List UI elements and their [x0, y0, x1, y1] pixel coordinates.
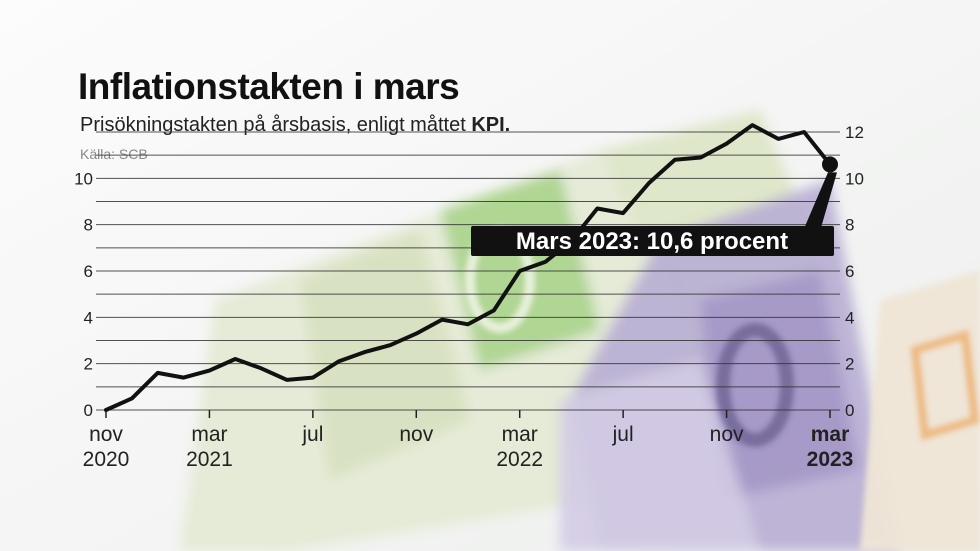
chart-subtitle: Prisökningstakten på årsbasis, enligt må…	[80, 114, 510, 137]
x-tick-month: nov	[89, 423, 123, 446]
y-tick-label-left: 10	[74, 169, 93, 188]
chart-title: Inflationstakten i mars	[78, 66, 460, 107]
y-tick-label-right: 8	[845, 216, 854, 235]
x-tick-month: mar	[811, 423, 850, 446]
annotation-pointer	[800, 172, 837, 238]
x-tick-month: nov	[710, 423, 744, 446]
y-tick-label-left: 2	[84, 355, 93, 374]
x-tick-month: jul	[301, 423, 323, 446]
x-tick-month: mar	[502, 423, 538, 446]
y-tick-label-right: 0	[845, 401, 854, 420]
y-tick-label-right: 10	[845, 169, 864, 188]
x-tick-month: jul	[612, 423, 634, 446]
y-tick-label-left: 4	[84, 308, 93, 327]
subtitle-kpi: KPI.	[471, 114, 511, 136]
x-tick-month: nov	[399, 423, 433, 446]
series-line	[104, 123, 832, 412]
y-tick-label-right: 12	[845, 123, 864, 142]
y-tick-label-left: 6	[84, 262, 93, 281]
annotation-label: Mars 2023: 10,6 procent	[516, 228, 788, 255]
y-tick-label-left: 8	[84, 216, 93, 235]
x-tick-year: 2021	[186, 448, 233, 471]
y-tick-label-right: 6	[845, 262, 854, 281]
last-point-marker	[822, 156, 838, 173]
x-tick-month: mar	[191, 423, 227, 446]
x-tick-year: 2020	[83, 448, 130, 471]
y-tick-label-left: 0	[84, 401, 93, 420]
x-tick-year: 2022	[496, 448, 543, 471]
chart-source: Källa: SCB	[80, 146, 148, 162]
y-tick-label-right: 2	[845, 355, 854, 374]
x-tick-year: 2023	[807, 448, 854, 471]
subtitle-text: Prisökningstakten på årsbasis, enligt må…	[80, 114, 472, 136]
annotation-box	[471, 226, 834, 256]
y-tick-label-right: 4	[845, 308, 854, 327]
